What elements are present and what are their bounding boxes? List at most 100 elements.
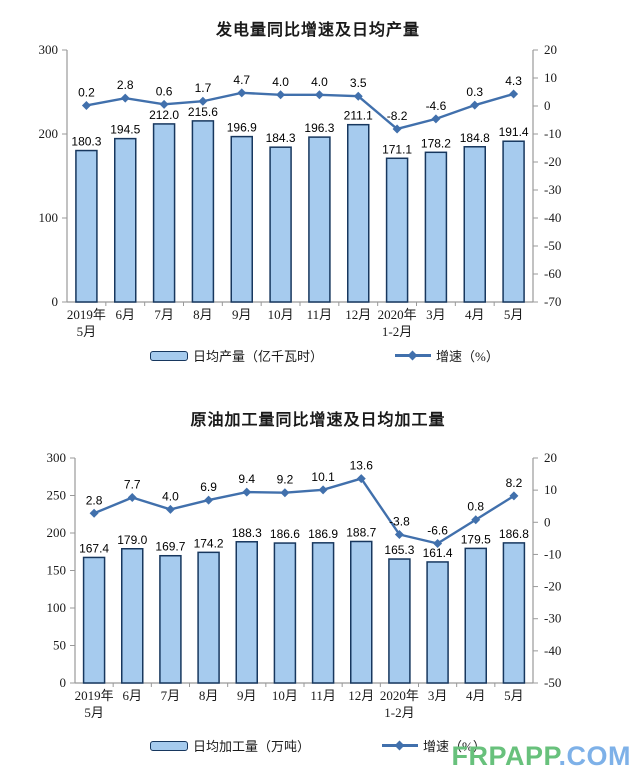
x-category-label: 7月 — [154, 307, 174, 322]
left-axis-tick-label: 200 — [47, 525, 67, 540]
bar — [464, 547, 487, 684]
line-marker-diamond — [318, 485, 328, 495]
line-value-label: 1.7 — [195, 81, 212, 95]
right-axis-tick-label: 10 — [544, 482, 557, 497]
x-category-label: 2019年 — [75, 688, 114, 703]
line-value-label: 4.0 — [272, 75, 289, 89]
bar-value-label: 188.3 — [232, 526, 262, 540]
bar-value-label: 212.0 — [149, 108, 179, 122]
right-axis-tick-label: -10 — [544, 546, 561, 561]
bar — [388, 558, 411, 684]
chart-title: 原油加工量同比增速及日均加工量 — [190, 412, 446, 429]
line-value-label: 4.0 — [311, 75, 328, 89]
bar — [463, 146, 486, 303]
chart-title: 发电量同比增速及日均产量 — [215, 22, 420, 39]
bar — [82, 556, 106, 684]
x-category-label: 11月 — [307, 307, 333, 322]
line-swatch-icon — [395, 350, 432, 360]
bar-value-label: 184.8 — [460, 131, 490, 145]
right-axis-tick-label: 20 — [544, 450, 557, 465]
line-value-label: 3.5 — [350, 76, 367, 90]
bar — [159, 554, 182, 684]
line-marker-diamond — [81, 100, 91, 110]
bar-value-label: 171.1 — [382, 142, 412, 156]
bar — [426, 561, 449, 684]
x-category-label: 4月 — [465, 307, 485, 322]
line-marker-diamond — [509, 491, 519, 501]
x-category-label: 11月 — [310, 688, 336, 703]
x-category-label: 7月 — [161, 688, 181, 703]
right-axis-tick-label: -20 — [544, 154, 561, 169]
right-axis-tick-label: -30 — [544, 611, 561, 626]
right-axis-tick-label: -10 — [544, 126, 561, 141]
x-category-label: 6月 — [122, 688, 142, 703]
bar — [235, 541, 258, 684]
bar — [273, 542, 297, 684]
line-marker-diamond — [89, 508, 99, 518]
bar-value-label: 169.7 — [155, 540, 185, 554]
watermark-com: .COM — [558, 741, 631, 771]
x-category-label: 1-2月 — [382, 324, 412, 339]
line-marker-diamond — [280, 488, 290, 498]
bar — [152, 123, 176, 303]
left-axis-tick-label: 50 — [53, 638, 66, 653]
left-axis-tick-label: 200 — [39, 126, 59, 141]
x-category-label: 3月 — [426, 307, 446, 322]
bar — [191, 120, 215, 303]
line-value-label: 8.2 — [506, 476, 523, 490]
chart-legend: 日均加工量（万吨） 增速（%） — [150, 736, 486, 755]
line-marker-diamond — [433, 539, 443, 548]
line-marker-diamond — [509, 89, 519, 99]
diamond-marker-icon — [394, 740, 405, 750]
right-axis-tick-label: -40 — [544, 643, 561, 658]
watermark-frpapp: FRPAPP — [451, 741, 559, 771]
chart-plot-area: 050100150200250300-50-40-30-20-100102020… — [47, 450, 562, 720]
x-category-label: 2020年 — [380, 688, 419, 703]
growth-line — [93, 477, 515, 545]
line-marker-diamond — [431, 114, 441, 124]
growth-line — [86, 91, 514, 131]
line-marker-diamond — [127, 493, 137, 503]
bar-value-label: 161.4 — [423, 546, 453, 560]
x-category-label: 9月 — [237, 688, 257, 703]
left-axis-tick-label: 100 — [47, 600, 67, 615]
line-value-label: 9.4 — [238, 472, 255, 486]
bar-value-label: 196.3 — [304, 121, 334, 135]
chart-crude-oil-processing: 原油加工量同比增速及日均加工量 0 50 100 150 200 250 300 -50 -40… — [0, 390, 636, 780]
watermark: FRPAPP.COM — [451, 741, 631, 772]
bar-value-label: 196.9 — [227, 121, 257, 135]
x-category-label: 5月 — [84, 705, 104, 720]
line-value-label: 13.6 — [350, 459, 374, 473]
bar-value-label: 167.4 — [79, 541, 109, 555]
line-value-label: 2.8 — [117, 78, 134, 92]
line-value-label: 2.8 — [86, 493, 103, 507]
bar — [350, 540, 373, 684]
legend-label: 日均加工量（万吨） — [193, 739, 311, 754]
bar-value-label: 180.3 — [71, 135, 101, 149]
left-axis-tick-label: 300 — [39, 42, 59, 57]
bar-value-label: 188.7 — [346, 525, 376, 539]
x-category-label: 12月 — [348, 688, 374, 703]
legend-item-growth-rate: 增速（%） — [395, 346, 499, 365]
legend-label: 增速（%） — [423, 739, 486, 754]
line-marker-diamond — [237, 88, 247, 98]
right-axis-tick-label: 20 — [544, 42, 557, 57]
legend-label: 增速（%） — [436, 349, 499, 364]
x-category-label: 1-2月 — [384, 705, 414, 720]
bar — [347, 123, 370, 303]
line-marker-diamond — [353, 91, 363, 101]
line-value-label: -3.8 — [389, 515, 410, 529]
line-value-label: 4.7 — [233, 73, 250, 87]
bar — [308, 136, 331, 303]
bar-value-label: 165.3 — [384, 543, 414, 557]
line-marker-diamond — [159, 99, 169, 109]
x-category-label: 10月 — [268, 307, 294, 322]
x-category-label: 3月 — [428, 688, 448, 703]
bar — [114, 137, 137, 303]
bar — [502, 542, 526, 684]
x-category-label: 5月 — [504, 307, 524, 322]
diamond-marker-icon — [407, 350, 418, 360]
line-marker-diamond — [204, 495, 214, 505]
bar-value-label: 174.2 — [194, 536, 224, 550]
